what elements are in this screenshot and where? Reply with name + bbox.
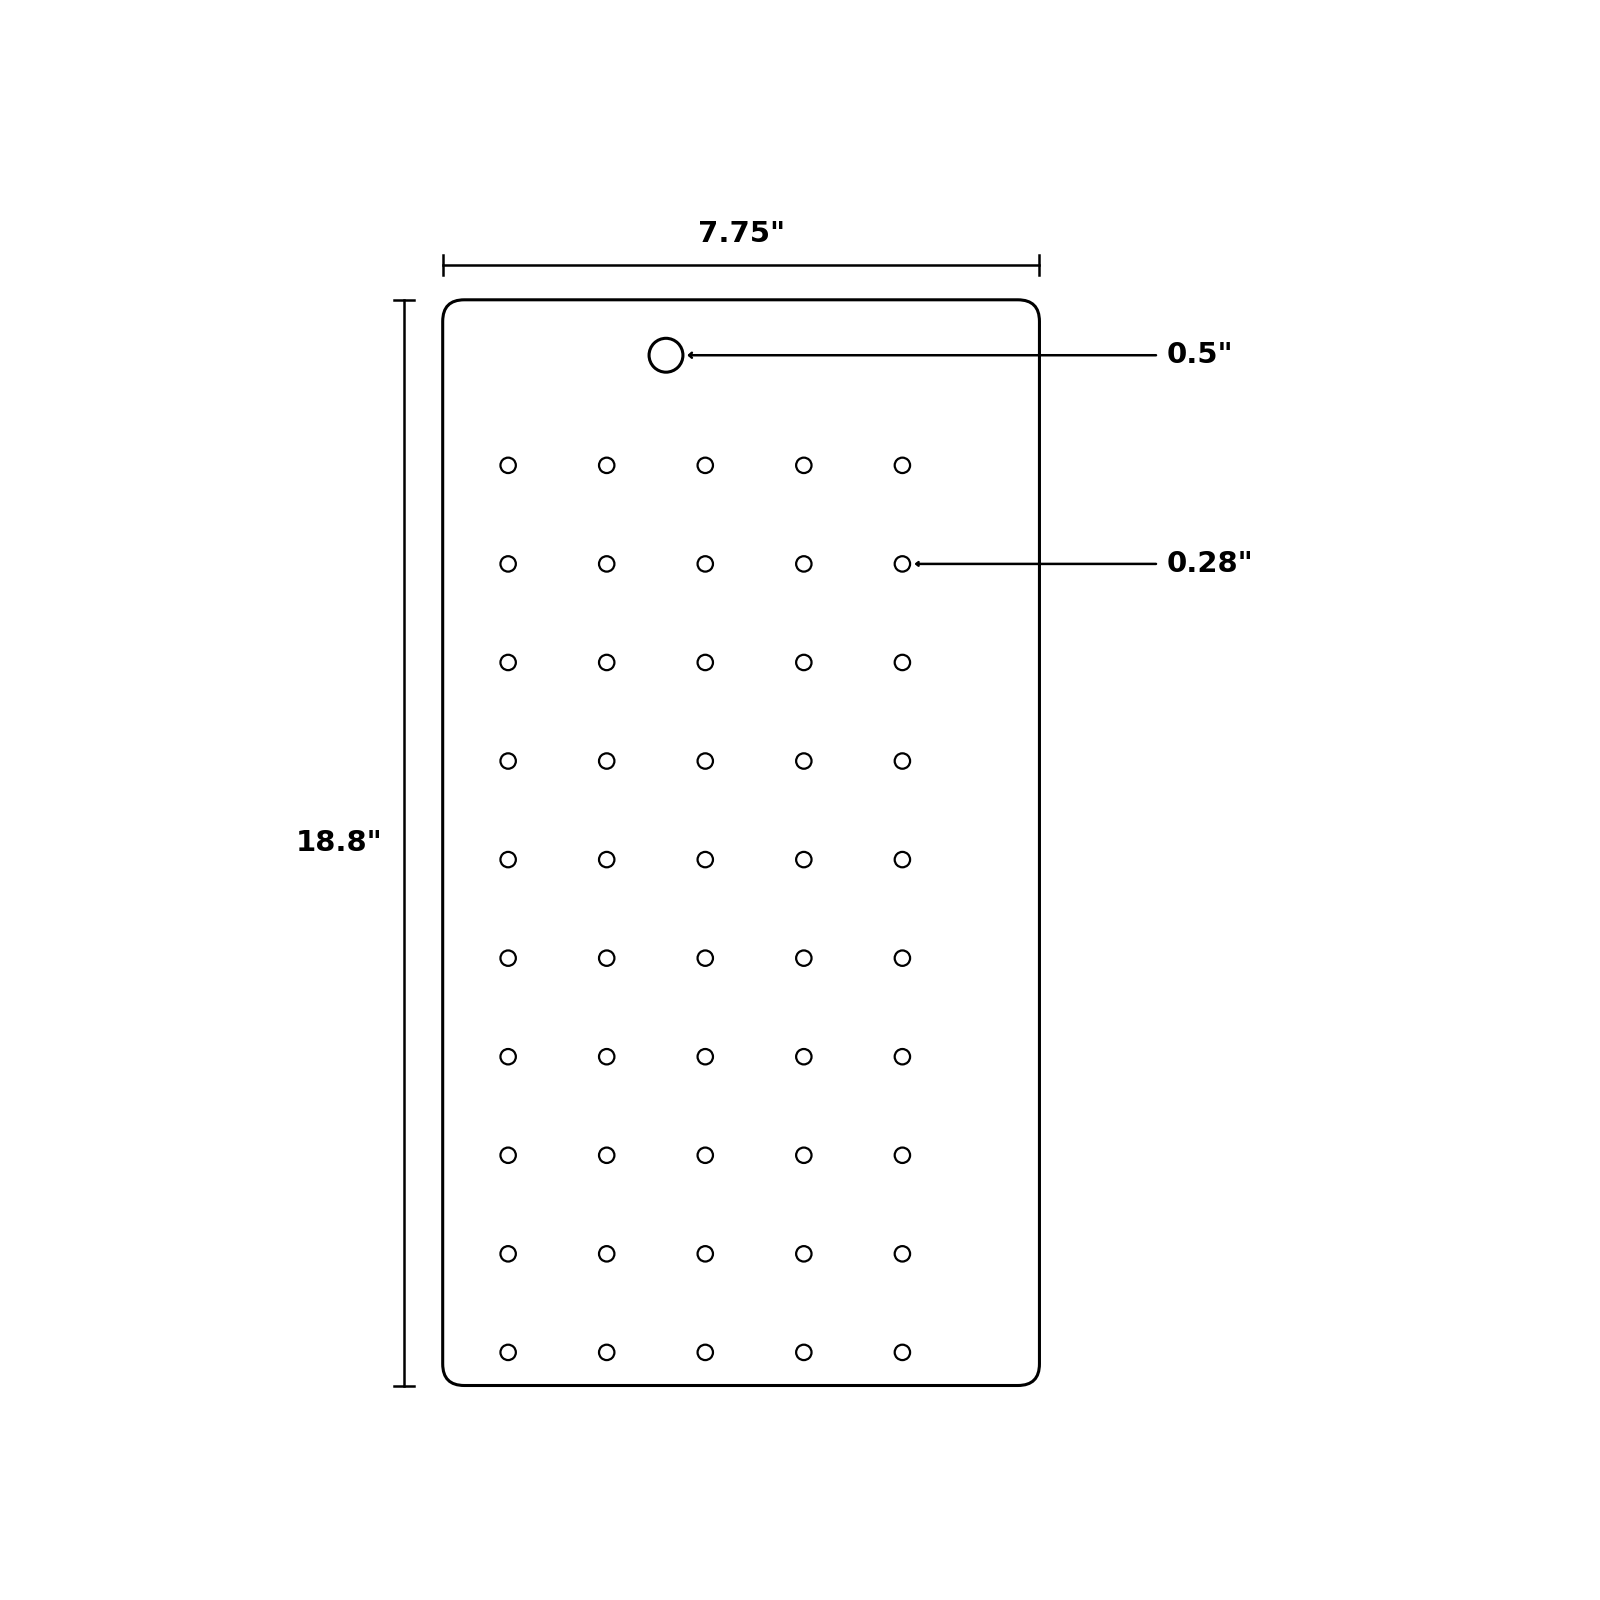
Circle shape bbox=[501, 1344, 515, 1360]
Circle shape bbox=[797, 557, 811, 571]
Text: 0.5": 0.5" bbox=[1166, 341, 1234, 370]
Circle shape bbox=[698, 557, 714, 571]
Circle shape bbox=[698, 1246, 714, 1261]
Circle shape bbox=[698, 1344, 714, 1360]
Circle shape bbox=[501, 1050, 515, 1064]
Circle shape bbox=[894, 1050, 910, 1064]
Circle shape bbox=[698, 654, 714, 670]
Circle shape bbox=[894, 1246, 910, 1261]
Circle shape bbox=[894, 458, 910, 474]
Circle shape bbox=[797, 851, 811, 867]
Circle shape bbox=[698, 458, 714, 474]
Circle shape bbox=[598, 654, 614, 670]
Circle shape bbox=[894, 754, 910, 768]
Text: 18.8": 18.8" bbox=[296, 829, 382, 856]
Circle shape bbox=[598, 557, 614, 571]
Circle shape bbox=[501, 458, 515, 474]
Circle shape bbox=[698, 851, 714, 867]
Circle shape bbox=[698, 1050, 714, 1064]
Text: 0.28": 0.28" bbox=[1166, 550, 1253, 578]
Circle shape bbox=[797, 754, 811, 768]
Circle shape bbox=[894, 1147, 910, 1163]
Circle shape bbox=[894, 654, 910, 670]
Circle shape bbox=[598, 1147, 614, 1163]
Circle shape bbox=[501, 654, 515, 670]
Circle shape bbox=[598, 851, 614, 867]
Circle shape bbox=[598, 1050, 614, 1064]
Circle shape bbox=[501, 1147, 515, 1163]
Circle shape bbox=[698, 1147, 714, 1163]
Circle shape bbox=[650, 338, 683, 373]
Circle shape bbox=[698, 950, 714, 966]
Circle shape bbox=[797, 1147, 811, 1163]
Circle shape bbox=[894, 950, 910, 966]
FancyBboxPatch shape bbox=[443, 299, 1040, 1386]
Circle shape bbox=[598, 950, 614, 966]
Circle shape bbox=[598, 754, 614, 768]
Circle shape bbox=[797, 458, 811, 474]
Circle shape bbox=[501, 1246, 515, 1261]
Circle shape bbox=[598, 1344, 614, 1360]
Circle shape bbox=[894, 851, 910, 867]
Text: 7.75": 7.75" bbox=[698, 221, 784, 248]
Circle shape bbox=[501, 851, 515, 867]
Circle shape bbox=[797, 1246, 811, 1261]
Circle shape bbox=[894, 557, 910, 571]
Circle shape bbox=[501, 950, 515, 966]
Circle shape bbox=[797, 1344, 811, 1360]
Circle shape bbox=[598, 1246, 614, 1261]
Circle shape bbox=[797, 1050, 811, 1064]
Circle shape bbox=[698, 754, 714, 768]
Circle shape bbox=[797, 654, 811, 670]
Circle shape bbox=[501, 754, 515, 768]
Circle shape bbox=[598, 458, 614, 474]
Circle shape bbox=[797, 950, 811, 966]
Circle shape bbox=[501, 557, 515, 571]
Circle shape bbox=[894, 1344, 910, 1360]
